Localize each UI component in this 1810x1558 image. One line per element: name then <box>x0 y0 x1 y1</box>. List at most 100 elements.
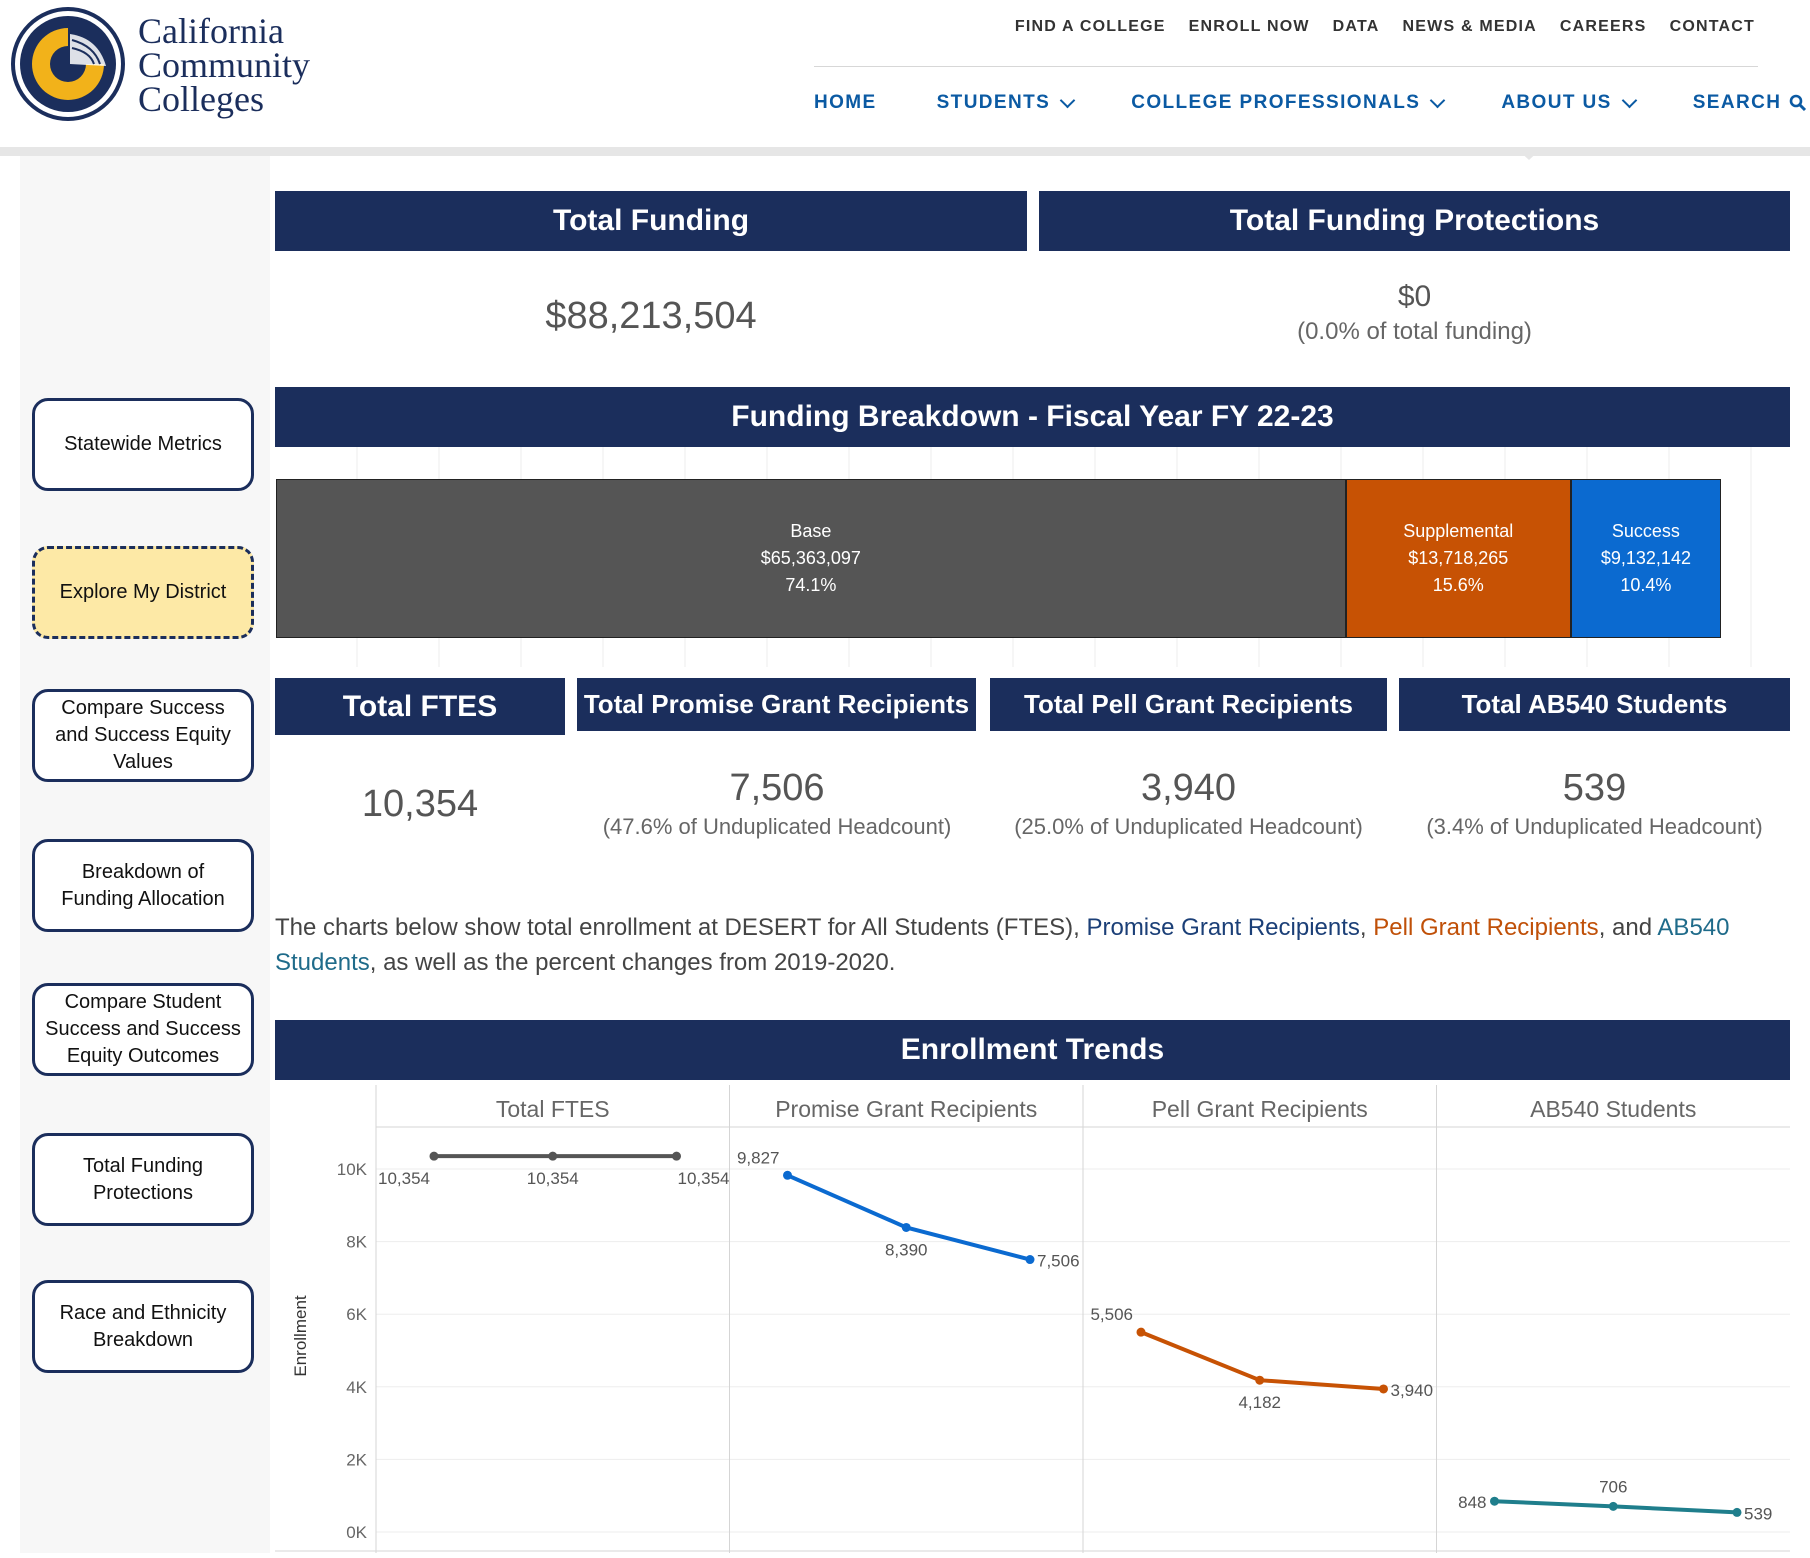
funding-protections-value: $0 <box>1397 280 1432 313</box>
funding-breakdown-chart: Base $65,363,097 74.1% Supplemental $13,… <box>275 447 1790 667</box>
sidebar-item-compare-student-outcomes[interactable]: Compare Student Success and Success Equi… <box>32 983 254 1076</box>
logo-icon <box>11 7 125 121</box>
segment-base[interactable]: Base $65,363,097 74.1% <box>276 479 1346 638</box>
data-point <box>783 1170 792 1180</box>
segment-base-amount: $65,363,097 <box>760 548 861 568</box>
ab540-title: Total AB540 Students <box>1461 689 1728 719</box>
y-tick-label: 4K <box>346 1378 367 1397</box>
pell-title: Total Pell Grant Recipients <box>1024 689 1353 719</box>
nav-careers[interactable]: CAREERS <box>1559 18 1647 35</box>
enrollment-trends-chart: 0K 2K 4K 6K 8K 10K Enrollment Total FTES 10,354 1… <box>275 1081 1790 1553</box>
data-label: 3,940 <box>1391 1381 1434 1400</box>
nav-enroll-now[interactable]: ENROLL NOW <box>1188 18 1310 35</box>
y-axis-label: Enrollment <box>291 1295 310 1377</box>
funding-protections-header: Total Funding Protections <box>1039 191 1790 251</box>
segment-supplemental-pct: 15.6% <box>1432 575 1484 595</box>
nav-about-us-label: ABOUT US <box>1501 92 1612 113</box>
sidebar-item-statewide-metrics[interactable]: Statewide Metrics <box>32 398 254 491</box>
data-label: 8,390 <box>885 1240 928 1259</box>
data-point <box>1136 1327 1146 1337</box>
nav-contact[interactable]: CONTACT <box>1669 18 1755 35</box>
desc-ab540: AB540 Students <box>275 914 1730 976</box>
pell-sub: (25.0% of Unduplicated Headcount) <box>1014 814 1363 839</box>
sidebar-item-label: Compare Student Success and Success Equi… <box>45 991 241 1067</box>
nav-data[interactable]: DATA <box>1332 18 1380 35</box>
nav-students[interactable]: STUDENTS <box>936 92 1076 114</box>
nav-about-us[interactable]: ABOUT US <box>1501 92 1638 114</box>
desc-all-students: All Students (FTES) <box>861 914 1074 941</box>
ab540-value: 539 <box>1562 767 1627 809</box>
nav-home[interactable]: HOME <box>814 92 877 114</box>
y-tick-label: 2K <box>346 1450 367 1469</box>
segment-supplemental-amount: $13,718,265 <box>1408 548 1509 568</box>
sidebar-item-compare-success-values[interactable]: Compare Success and Success Equity Value… <box>32 689 254 782</box>
ab540-sub: (3.4% of Unduplicated Headcount) <box>1426 814 1763 839</box>
funding-protections-title: Total Funding Protections <box>1229 204 1600 237</box>
sidebar-item-breakdown-funding[interactable]: Breakdown of Funding Allocation <box>32 839 254 932</box>
logo[interactable]: California Community Colleges <box>10 6 330 124</box>
promise-sub: (47.6% of Unduplicated Headcount) <box>602 814 952 839</box>
desc-pell: Pell Grant Recipients <box>1373 914 1599 941</box>
active-nav-pointer <box>1515 147 1543 160</box>
ftes-header: Total FTES <box>275 678 565 735</box>
brand-line-2: Community <box>138 45 311 85</box>
segment-base-pct: 74.1% <box>785 575 837 595</box>
search-icon <box>1790 94 1807 112</box>
chevron-down-icon <box>1621 92 1638 108</box>
desc-sep: , and <box>1598 914 1658 941</box>
site-header: California Community Colleges FIND A COL… <box>0 0 1810 156</box>
pell-header: Total Pell Grant Recipients <box>990 678 1387 731</box>
data-label: 4,182 <box>1238 1393 1281 1412</box>
total-funding-header: Total Funding <box>275 191 1027 251</box>
nav-students-label: STUDENTS <box>936 92 1051 113</box>
data-point <box>1732 1507 1742 1517</box>
y-tick-label: 0K <box>346 1523 367 1542</box>
sidebar-item-race-ethnicity[interactable]: Race and Ethnicity Breakdown <box>32 1280 254 1373</box>
data-point <box>1379 1384 1388 1394</box>
data-point <box>1608 1501 1618 1511</box>
data-point <box>429 1151 439 1161</box>
nav-search[interactable]: SEARCH <box>1693 92 1808 114</box>
ftes-value: 10,354 <box>361 783 479 825</box>
nav-home-label: HOME <box>814 92 877 113</box>
sidebar-item-funding-protections[interactable]: Total Funding Protections <box>32 1133 254 1226</box>
desc-sep: , <box>1073 914 1087 941</box>
desc-promise: Promise Grant Recipients <box>1086 914 1360 941</box>
enrollment-trends-header: Enrollment Trends <box>275 1020 1790 1080</box>
data-point <box>672 1151 681 1161</box>
ftes-title: Total FTES <box>342 689 498 723</box>
funding-protections-sub: (0.0% of total funding) <box>1297 318 1532 345</box>
ab540-kpi: 539 (3.4% of Unduplicated Headcount) <box>1399 767 1790 840</box>
pell-kpi: 3,940 (25.0% of Unduplicated Headcount) <box>980 767 1397 840</box>
brand-name: California Community Colleges <box>138 13 311 117</box>
pell-value: 3,940 <box>1140 767 1237 809</box>
ab540-header: Total AB540 Students <box>1399 678 1790 731</box>
nav-search-label: SEARCH <box>1692 92 1782 113</box>
sidebar-item-label: Breakdown of Funding Allocation <box>61 860 225 910</box>
data-point <box>548 1151 558 1161</box>
main-nav: HOME STUDENTS COLLEGE PROFESSIONALS ABOU… <box>814 92 1807 114</box>
data-label: 539 <box>1744 1504 1772 1523</box>
segment-success[interactable]: Success $9,132,142 10.4% <box>1570 479 1721 638</box>
data-point <box>1255 1375 1265 1385</box>
data-label: 10,354 <box>378 1169 430 1188</box>
utility-nav: FIND A COLLEGE ENROLL NOW DATA NEWS & ME… <box>1015 18 1755 36</box>
panel-title: AB540 Students <box>1530 1096 1696 1122</box>
ftes-kpi: 10,354 <box>275 783 565 826</box>
data-label: 9,827 <box>737 1148 780 1167</box>
desc-text: The charts below show total enrollment a… <box>275 914 862 941</box>
segment-success-name: Success <box>1611 521 1680 541</box>
y-tick-label: 10K <box>337 1160 368 1179</box>
segment-supplemental[interactable]: Supplemental $13,718,265 15.6% <box>1345 479 1571 638</box>
nav-college-professionals[interactable]: COLLEGE PROFESSIONALS <box>1131 92 1446 114</box>
nav-news-media[interactable]: NEWS & MEDIA <box>1402 18 1537 35</box>
enrollment-description: The charts below show total enrollment a… <box>275 910 1775 980</box>
funding-protections-kpi: $0 (0.0% of total funding) <box>1039 280 1790 346</box>
sidebar-item-label: Statewide Metrics <box>64 433 222 455</box>
enrollment-trends-title: Enrollment Trends <box>900 1033 1165 1066</box>
enrollment-chart-svg: 0K 2K 4K 6K 8K 10K Enrollment Total FTES 10,354 1… <box>275 1085 1790 1553</box>
data-label: 7,506 <box>1037 1252 1080 1271</box>
sidebar-item-explore-my-district[interactable]: Explore My District <box>32 546 254 639</box>
nav-find-a-college[interactable]: FIND A COLLEGE <box>1014 18 1166 35</box>
sidebar-item-label: Compare Success and Success Equity Value… <box>55 697 231 773</box>
